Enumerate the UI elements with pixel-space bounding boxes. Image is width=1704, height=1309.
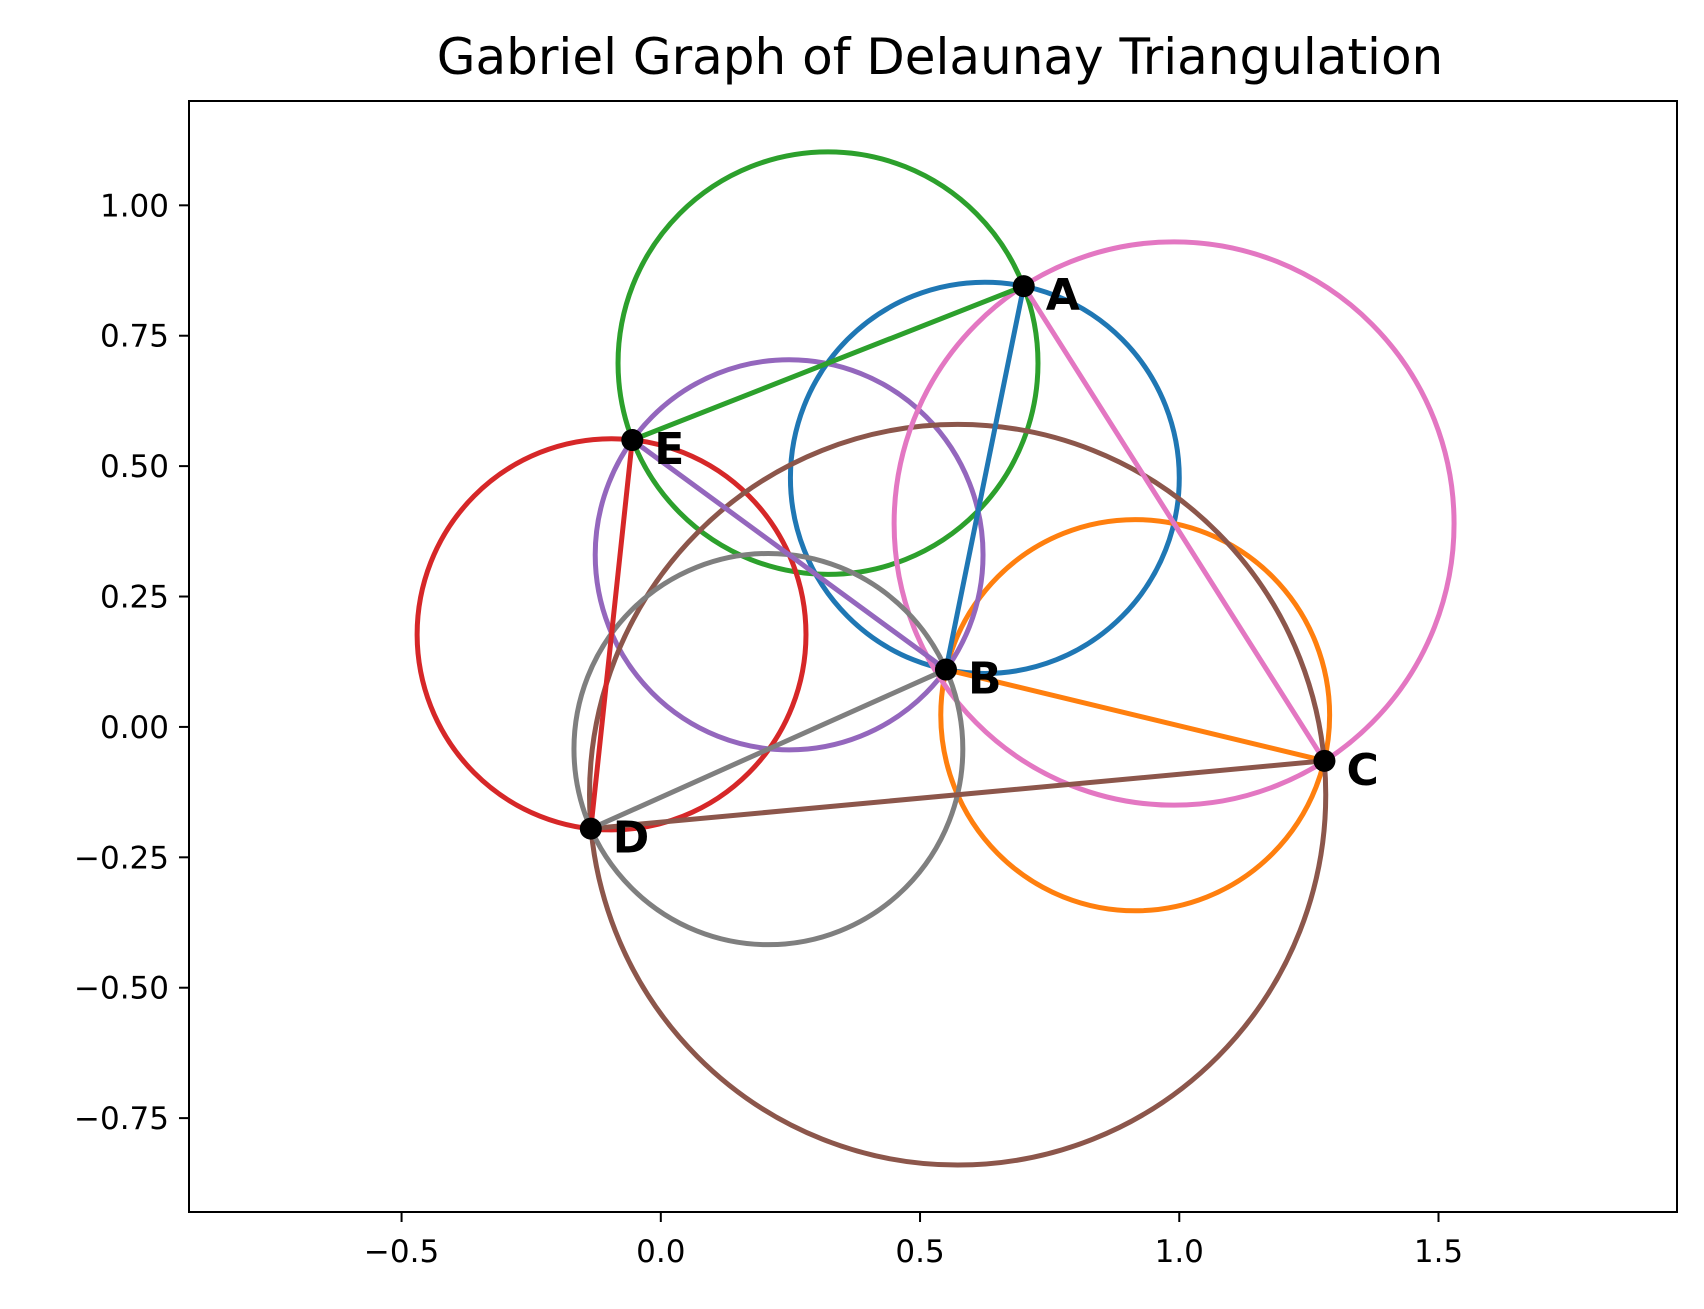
circle-bc	[938, 517, 1333, 914]
point-label-a: A	[1046, 270, 1080, 321]
circle-ab	[787, 279, 1182, 676]
circle-be	[592, 357, 986, 753]
point-label-d: D	[613, 813, 650, 864]
y-tick-label: −0.50	[74, 971, 169, 1007]
x-tick-label: 0.5	[895, 1234, 944, 1270]
circle-de	[414, 436, 809, 833]
y-tick-label: 0.25	[100, 580, 169, 616]
point-c	[1313, 749, 1336, 772]
edge-ab	[943, 283, 1027, 673]
x-tick-label: −0.5	[364, 1234, 439, 1270]
y-tick-label: 0.50	[100, 449, 169, 485]
edge-cd	[588, 758, 1327, 832]
point-b	[934, 658, 957, 681]
x-tick-label: 1.5	[1414, 1234, 1463, 1270]
chart-title: Gabriel Graph of Delaunay Triangulation	[437, 28, 1443, 86]
point-e	[621, 429, 644, 452]
y-tick-label: 0.00	[100, 710, 169, 746]
y-axis: −0.75 −0.50 −0.25 0.00 0.25 0.50 0.75 1.00	[74, 188, 189, 1137]
circle-cd	[587, 421, 1329, 1168]
point-label-e: E	[654, 424, 684, 475]
x-axis: −0.5 0.0 0.5 1.0 1.5	[364, 1212, 1463, 1270]
graph-points	[579, 275, 1336, 840]
y-tick-label: −0.25	[74, 840, 169, 876]
point-d	[579, 817, 602, 840]
edge-ac	[1021, 283, 1327, 764]
edge-bd	[588, 667, 949, 832]
x-tick-label: 1.0	[1155, 1234, 1204, 1270]
circle-bd	[571, 550, 966, 948]
y-tick-label: 0.75	[100, 319, 169, 355]
x-tick-label: 0.0	[636, 1234, 685, 1270]
circle-ae	[615, 149, 1041, 577]
point-label-b: B	[968, 654, 1002, 705]
y-tick-label: −0.75	[74, 1101, 169, 1137]
edge-de	[588, 437, 635, 832]
edge-bc	[943, 667, 1327, 764]
plot-frame	[188, 100, 1678, 1213]
point-a	[1012, 275, 1035, 298]
circle-ac	[891, 239, 1457, 808]
edge-ae	[629, 283, 1027, 443]
point-label-c: C	[1346, 745, 1378, 796]
y-tick-label: 1.00	[100, 188, 169, 224]
edge-be	[629, 437, 949, 673]
gabriel-circles	[414, 149, 1457, 1168]
point-labels: A B C D E	[613, 270, 1379, 863]
graph-edges	[588, 283, 1327, 832]
